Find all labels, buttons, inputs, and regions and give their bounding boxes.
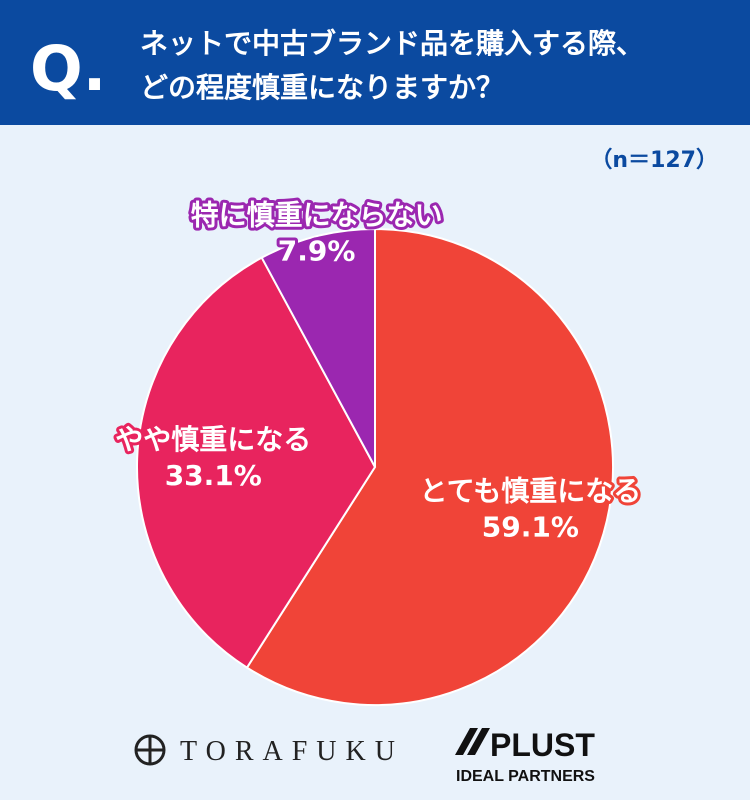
pie-slice bbox=[136, 256, 377, 670]
title-line: どの程度慎重になりますか？ bbox=[140, 71, 504, 104]
title-line: ネットで中古ブランド品を購入する際、 bbox=[140, 27, 644, 60]
slice-value: 7.9% bbox=[278, 234, 356, 267]
logo-subtext: IDEAL PARTNERS bbox=[456, 768, 595, 785]
slice-value: 59.1% bbox=[482, 510, 579, 543]
logo-text: TORAFUKU bbox=[180, 736, 404, 767]
logo-plust: PLUST IDEAL PARTNERS bbox=[455, 727, 595, 785]
logo-text: PLUST bbox=[490, 727, 595, 763]
slice-label: とても慎重になる bbox=[419, 474, 641, 507]
sample-note: （n＝127） bbox=[590, 148, 718, 173]
slice-value: 33.1% bbox=[165, 459, 262, 492]
question-mark: Q. bbox=[30, 32, 106, 105]
header bbox=[0, 0, 750, 125]
pie bbox=[136, 227, 614, 706]
pie-slice bbox=[245, 227, 614, 706]
logo-torafuku: TORAFUKU bbox=[134, 734, 404, 767]
pie-slice bbox=[260, 227, 376, 468]
slice-label: 特に慎重にならない bbox=[191, 198, 443, 231]
slice-label: やや慎重になる bbox=[115, 423, 311, 456]
logo-icon bbox=[455, 728, 490, 755]
